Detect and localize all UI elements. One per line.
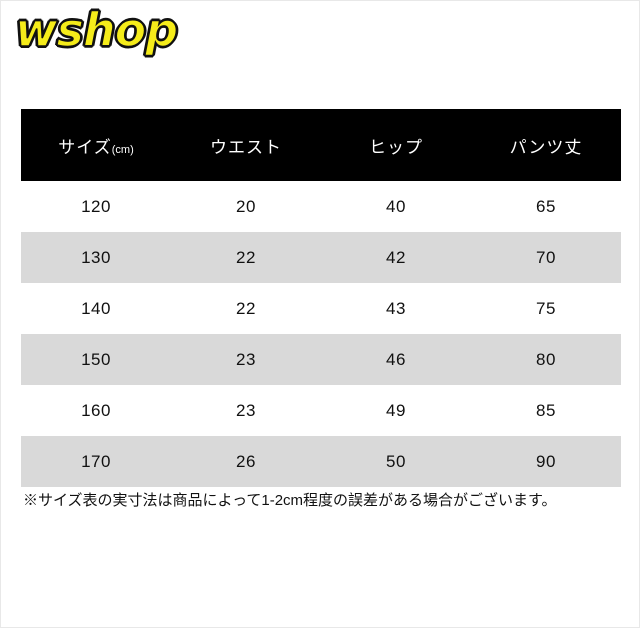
cell-hip: 50 (321, 436, 471, 487)
cell-length: 65 (471, 181, 621, 232)
table-row: 140 22 43 75 (21, 283, 621, 334)
size-table: サイズ(cm) ウエスト ヒップ パンツ丈 120 20 40 65 130 2… (21, 109, 621, 487)
cell-waist: 20 (171, 181, 321, 232)
table-row: 130 22 42 70 (21, 232, 621, 283)
brand-logo: wshop (14, 3, 179, 57)
column-header-hip: ヒップ (321, 109, 471, 181)
cell-waist: 26 (171, 436, 321, 487)
cell-waist: 22 (171, 232, 321, 283)
column-header-waist: ウエスト (171, 109, 321, 181)
cell-size: 120 (21, 181, 171, 232)
cell-hip: 40 (321, 181, 471, 232)
column-header-waist-label: ウエスト (210, 137, 282, 157)
cell-hip: 49 (321, 385, 471, 436)
cell-hip: 42 (321, 232, 471, 283)
column-header-length: パンツ丈 (471, 109, 621, 181)
table-row: 160 23 49 85 (21, 385, 621, 436)
cell-size: 150 (21, 334, 171, 385)
cell-waist: 22 (171, 283, 321, 334)
cell-length: 90 (471, 436, 621, 487)
cell-waist: 23 (171, 334, 321, 385)
table-row: 120 20 40 65 (21, 181, 621, 232)
column-header-hip-label: ヒップ (369, 137, 423, 157)
column-header-size-unit: (cm) (111, 143, 134, 156)
cell-hip: 43 (321, 283, 471, 334)
cell-size: 160 (21, 385, 171, 436)
size-table-container: サイズ(cm) ウエスト ヒップ パンツ丈 120 20 40 65 130 2… (21, 109, 621, 487)
cell-size: 170 (21, 436, 171, 487)
cell-length: 70 (471, 232, 621, 283)
table-row: 150 23 46 80 (21, 334, 621, 385)
column-header-size: サイズ(cm) (21, 109, 171, 181)
column-header-size-label: サイズ (58, 137, 112, 157)
table-header-row: サイズ(cm) ウエスト ヒップ パンツ丈 (21, 109, 621, 181)
measurement-disclaimer: ※サイズ表の実寸法は商品によって1-2cm程度の誤差がある場合がございます。 (23, 492, 557, 509)
table-header: サイズ(cm) ウエスト ヒップ パンツ丈 (21, 109, 621, 181)
cell-length: 75 (471, 283, 621, 334)
cell-size: 140 (21, 283, 171, 334)
cell-waist: 23 (171, 385, 321, 436)
cell-length: 80 (471, 334, 621, 385)
cell-length: 85 (471, 385, 621, 436)
cell-hip: 46 (321, 334, 471, 385)
table-row: 170 26 50 90 (21, 436, 621, 487)
cell-size: 130 (21, 232, 171, 283)
column-header-length-label: パンツ丈 (509, 137, 583, 157)
table-body: 120 20 40 65 130 22 42 70 140 22 43 75 (21, 181, 621, 487)
